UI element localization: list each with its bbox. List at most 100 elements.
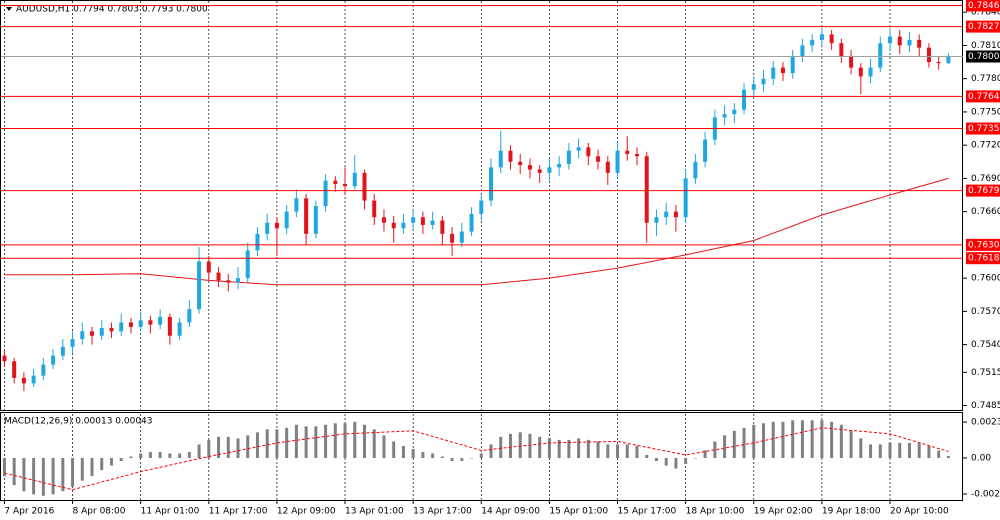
candle-body [2,355,7,362]
candle-body [498,150,503,168]
candle-body [761,78,766,85]
macd-bar [265,429,269,459]
macd-bar [508,433,512,459]
current-price-bg [966,50,1000,63]
macd-bar [285,427,289,459]
macd-title: MACD(12,26,9) 0.00013 0.00043 [4,417,153,427]
macd-bar [168,453,172,459]
macd-bar [294,424,298,459]
candle-body [284,211,289,229]
level-label-bg [966,238,1000,251]
macd-bar [577,438,581,459]
macd-bar [431,453,435,459]
macd-bar [207,439,211,459]
level-label: 0.7764 [968,92,1000,102]
candle-body [323,180,328,207]
level-label: 0.7679 [968,186,1000,196]
macd-bar [937,450,941,459]
macd-bar [109,458,113,466]
macd-bar [674,458,678,469]
macd-bar [616,444,620,459]
y-tick-label: 0.7485 [971,401,1000,411]
candle-body [109,328,114,332]
candle-body [459,231,464,243]
macd-bar [547,438,551,459]
candle-body [946,56,951,64]
candle-body [313,206,318,234]
candle-body [868,67,873,77]
candle-body [566,150,571,164]
candle-body [411,217,416,223]
level-label-bg [966,184,1000,197]
candle-body [128,322,133,327]
macd-bar [119,458,123,462]
macd-bar [314,426,318,459]
x-tick-label: 11 Apr 01:00 [141,507,200,517]
y-tick-label: 0.7810 [971,41,1000,51]
chart-title: AUDUSD,H1 0.7794 0.7803 0.7793 0.7800 [16,5,208,15]
candle-body [343,183,348,187]
candle-body [187,309,192,323]
candle-body [391,222,396,229]
macd-bar [2,458,6,477]
macd-bar [645,454,649,459]
candle-body [401,222,406,229]
candle-body [352,172,357,187]
macd-bar [12,458,16,486]
candle-body [625,150,630,155]
macd-bar [450,458,454,462]
candle-body [907,39,912,46]
signal-line [4,427,949,491]
candle-body [858,67,863,77]
candle-body [274,222,279,229]
macd-bar [781,421,785,459]
candle-body [206,261,211,273]
level-label-bg [966,20,1000,33]
candle-body [664,211,669,218]
macd-bar [363,424,367,459]
macd-bar [567,439,571,459]
candle-body [255,233,260,251]
macd-bar [538,436,542,459]
candle-body [917,39,922,48]
candle-body [167,316,172,336]
level-label-bg [966,90,1000,103]
macd-bar [839,424,843,459]
macd-bar [246,435,250,459]
candle-body [605,161,610,173]
candle-body [683,178,688,218]
macd-bar [41,458,45,496]
macd-bar [392,441,396,459]
macd-bar [255,432,259,459]
macd-bar [401,445,405,459]
x-tick-label: 13 Apr 17:00 [413,507,472,517]
x-tick-label: 15 Apr 17:00 [618,507,677,517]
y-tick-label: -0.00238 [971,489,1000,499]
macd-bar [460,458,464,462]
x-tick-label: 7 Apr 2016 [4,507,54,517]
macd-bar [71,458,75,487]
y-tick-label: 0.7750 [971,107,1000,117]
moving-average [4,177,949,286]
macd-bar [236,438,240,459]
candle-body [878,43,883,68]
macd-bar [187,451,191,459]
level-label: 0.7846 [968,1,1000,11]
candle-body [216,272,221,281]
macd-bar [129,456,133,459]
macd-bar [625,444,629,459]
level-label-bg [966,122,1000,135]
macd-bar [684,458,688,465]
candle-body [226,280,231,283]
y-tick-label: 0.7780 [971,74,1000,84]
candle-body [926,47,931,63]
macd-bar [791,420,795,459]
x-tick-label: 13 Apr 01:00 [345,507,404,517]
level-label: 0.7827 [968,22,1000,32]
macd-bar [635,445,639,459]
y-tick-label: 0.7515 [971,368,1000,378]
y-tick-label: 0.7690 [971,174,1000,184]
macd-bar [304,426,308,459]
macd-bar [820,420,824,459]
